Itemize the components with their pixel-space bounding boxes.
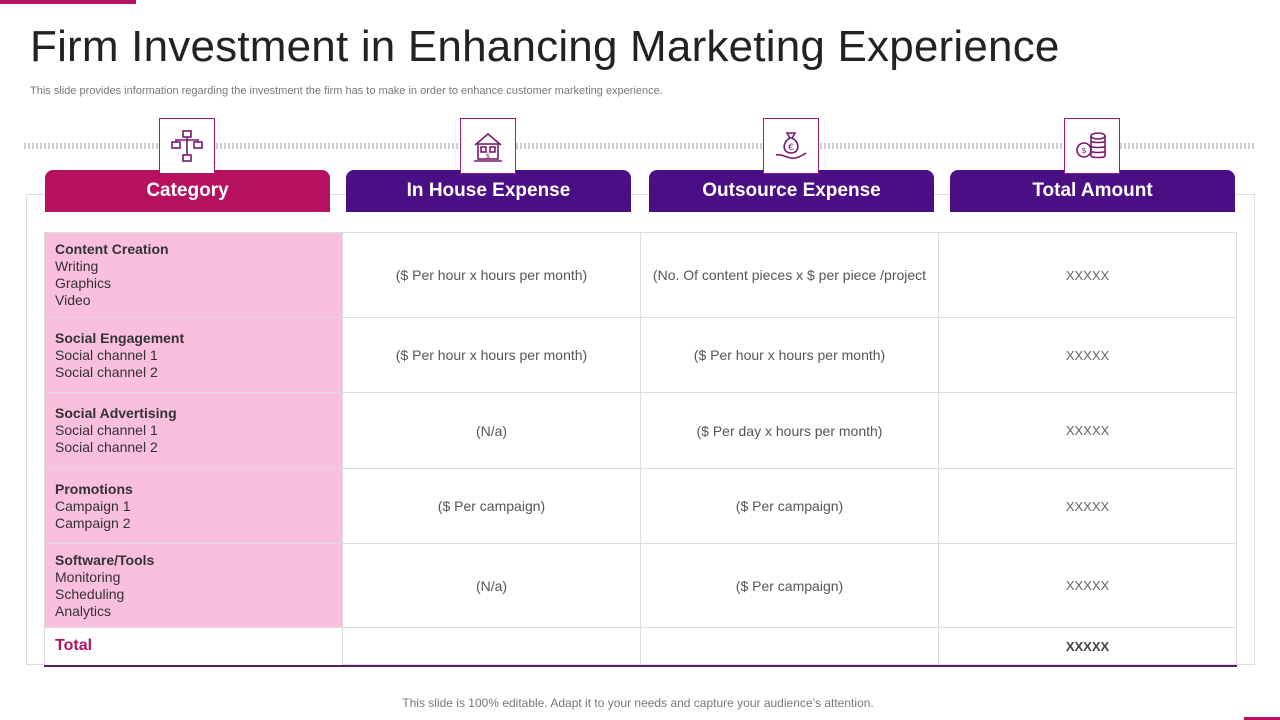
total-row: Total XXXXX <box>44 627 1237 667</box>
total-cell: XXXXX <box>938 392 1237 469</box>
bottom-accent-bar <box>1244 717 1280 720</box>
dotted-divider <box>24 143 1256 149</box>
svg-text:$: $ <box>1081 146 1086 155</box>
table-row: Software/Tools Monitoring Scheduling Ana… <box>44 543 1237 628</box>
page-title: Firm Investment in Enhancing Marketing E… <box>30 22 1060 71</box>
expense-table: Content Creation Writing Graphics Video … <box>44 232 1237 667</box>
outsource-cell: ($ Per day x hours per month) <box>640 392 939 469</box>
table-row: Content Creation Writing Graphics Video … <box>44 232 1237 318</box>
category-item: Social channel 2 <box>55 439 158 455</box>
grand-total-value: XXXXX <box>938 627 1237 667</box>
in-house-cell: (N/a) <box>342 543 641 628</box>
house-money-icon: $ <box>460 118 516 174</box>
table-row: Social Advertising Social channel 1 Soci… <box>44 392 1237 469</box>
in-house-cell: (N/a) <box>342 392 641 469</box>
total-cell: XXXXX <box>938 543 1237 628</box>
hierarchy-icon <box>159 118 215 174</box>
column-header-in-house: In House Expense <box>346 170 631 212</box>
category-title: Software/Tools <box>55 551 155 568</box>
category-item: Social channel 2 <box>55 363 158 380</box>
column-header-category: Category <box>45 170 330 212</box>
money-bag-hand-icon: € <box>763 118 819 174</box>
category-item: Video <box>55 292 91 308</box>
category-title: Content Creation <box>55 241 169 257</box>
total-cell: XXXXX <box>938 468 1237 544</box>
table-row: Social Engagement Social channel 1 Socia… <box>44 317 1237 393</box>
outsource-cell: ($ Per hour x hours per month) <box>640 317 939 393</box>
total-label: Total <box>44 627 343 667</box>
category-item: Writing <box>55 258 99 274</box>
empty-cell <box>640 627 939 667</box>
category-title: Social Advertising <box>55 405 177 421</box>
table-row: Promotions Campaign 1 Campaign 2 ($ Per … <box>44 468 1237 544</box>
outsource-cell: (No. Of content pieces x $ per piece /pr… <box>640 232 939 318</box>
in-house-cell: ($ Per hour x hours per month) <box>342 317 641 393</box>
svg-text:€: € <box>788 143 794 153</box>
empty-cell <box>342 627 641 667</box>
category-item: Campaign 2 <box>55 514 131 531</box>
column-header-outsource: Outsource Expense <box>649 170 934 212</box>
svg-text:$: $ <box>486 152 490 160</box>
category-title: Social Engagement <box>55 329 185 346</box>
category-item: Campaign 1 <box>55 497 131 514</box>
category-item: Monitoring <box>55 568 121 585</box>
in-house-cell: ($ Per campaign) <box>342 468 641 544</box>
category-cell: Content Creation Writing Graphics Video <box>44 232 343 318</box>
category-cell: Promotions Campaign 1 Campaign 2 <box>44 468 343 544</box>
footer-note: This slide is 100% editable. Adapt it to… <box>402 696 874 710</box>
category-cell: Software/Tools Monitoring Scheduling Ana… <box>44 543 343 628</box>
category-title: Promotions <box>55 480 133 497</box>
column-header-total: Total Amount <box>950 170 1235 212</box>
category-cell: Social Advertising Social channel 1 Soci… <box>44 392 343 469</box>
page-subtitle: This slide provides information regardin… <box>30 85 663 97</box>
total-cell: XXXXX <box>938 232 1237 318</box>
top-accent-bar <box>0 0 136 4</box>
category-item: Social channel 1 <box>55 422 158 438</box>
category-item: Analytics <box>55 602 112 619</box>
category-item: Social channel 1 <box>55 346 158 363</box>
category-item: Graphics <box>55 275 112 291</box>
category-item: Scheduling <box>55 585 125 602</box>
coins-stack-icon: $ <box>1064 118 1120 174</box>
in-house-cell: ($ Per hour x hours per month) <box>342 232 641 318</box>
outsource-cell: ($ Per campaign) <box>640 468 939 544</box>
total-cell: XXXXX <box>938 317 1237 393</box>
outsource-cell: ($ Per campaign) <box>640 543 939 628</box>
category-cell: Social Engagement Social channel 1 Socia… <box>44 317 343 393</box>
